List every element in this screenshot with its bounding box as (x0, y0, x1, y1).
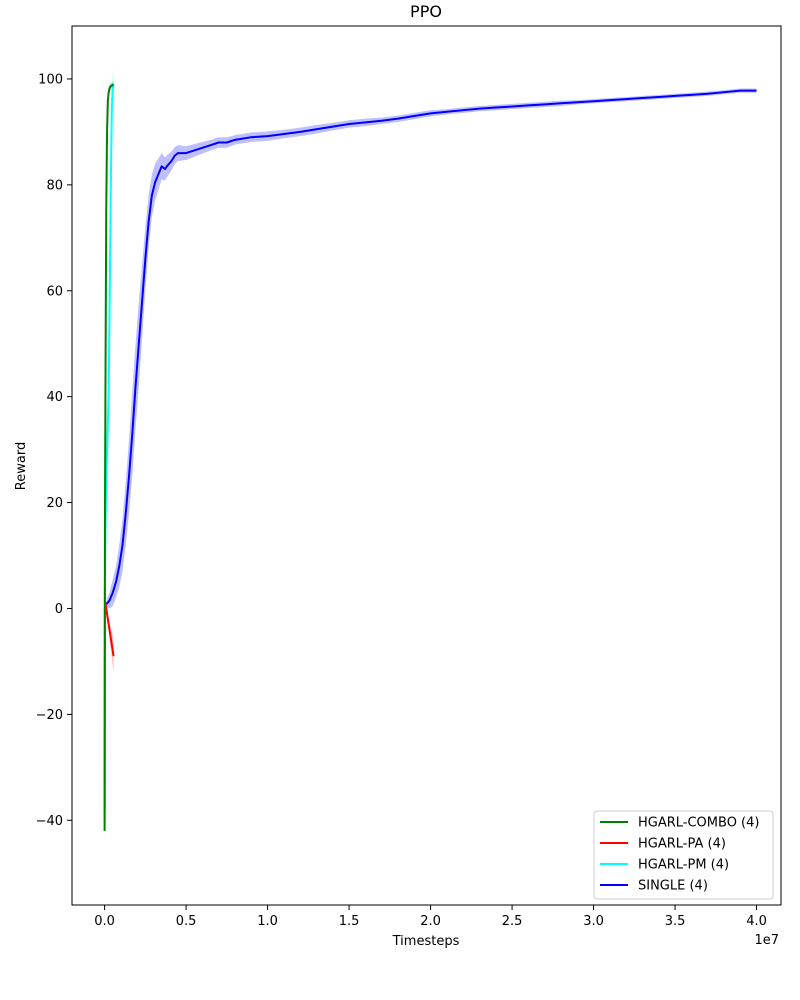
x-tick-label: 3.5 (665, 914, 686, 929)
y-tick-label: 20 (46, 496, 63, 511)
y-tick-label: 0 (55, 602, 63, 617)
series-line-single-4 (105, 89, 757, 605)
series-band-hgarl-pa-4 (104, 596, 114, 821)
x-tick-label: 2.0 (420, 914, 441, 929)
chart-title: PPO (410, 2, 442, 21)
y-tick-label: −20 (36, 708, 63, 723)
x-axis-label: Timesteps (392, 934, 460, 949)
y-tick-label: 40 (46, 390, 63, 405)
y-axis: −40 −20 0 20 40 60 80 100 (36, 72, 72, 829)
x-tick-label: 0.0 (94, 914, 115, 929)
x-tick-label: 2.5 (502, 914, 523, 929)
y-tick-label: 100 (38, 72, 63, 87)
series-hgarl-combo-4 (103, 81, 115, 863)
series-single-4 (105, 88, 757, 609)
plot-frame (71, 25, 782, 906)
plot-area (103, 73, 757, 863)
x-tick-label: 1.0 (257, 914, 278, 929)
x-axis-offset-text: 1e7 (754, 933, 779, 948)
y-tick-label: 60 (46, 284, 63, 299)
legend-label: HGARL-PM (4) (638, 858, 729, 873)
y-axis-label: Reward (14, 442, 29, 490)
legend-label: SINGLE (4) (638, 879, 708, 894)
legend-label: HGARL-COMBO (4) (638, 816, 759, 831)
legend-label: HGARL-PA (4) (638, 837, 726, 852)
legend-box (593, 810, 774, 900)
series-line-hgarl-combo-4 (103, 83, 115, 831)
x-axis: 0.0 0.5 1.0 1.5 2.0 2.5 3.0 3.5 4.0 (94, 905, 767, 929)
y-tick-label: −40 (36, 814, 63, 829)
y-tick-label: 80 (46, 178, 63, 193)
x-tick-label: 1.5 (339, 914, 360, 929)
x-tick-label: 4.0 (746, 914, 767, 929)
x-tick-label: 0.5 (176, 914, 197, 929)
x-tick-label: 3.0 (583, 914, 604, 929)
legend: HGARL-COMBO (4) HGARL-PA (4) HGARL-PM (4) S… (593, 810, 774, 900)
